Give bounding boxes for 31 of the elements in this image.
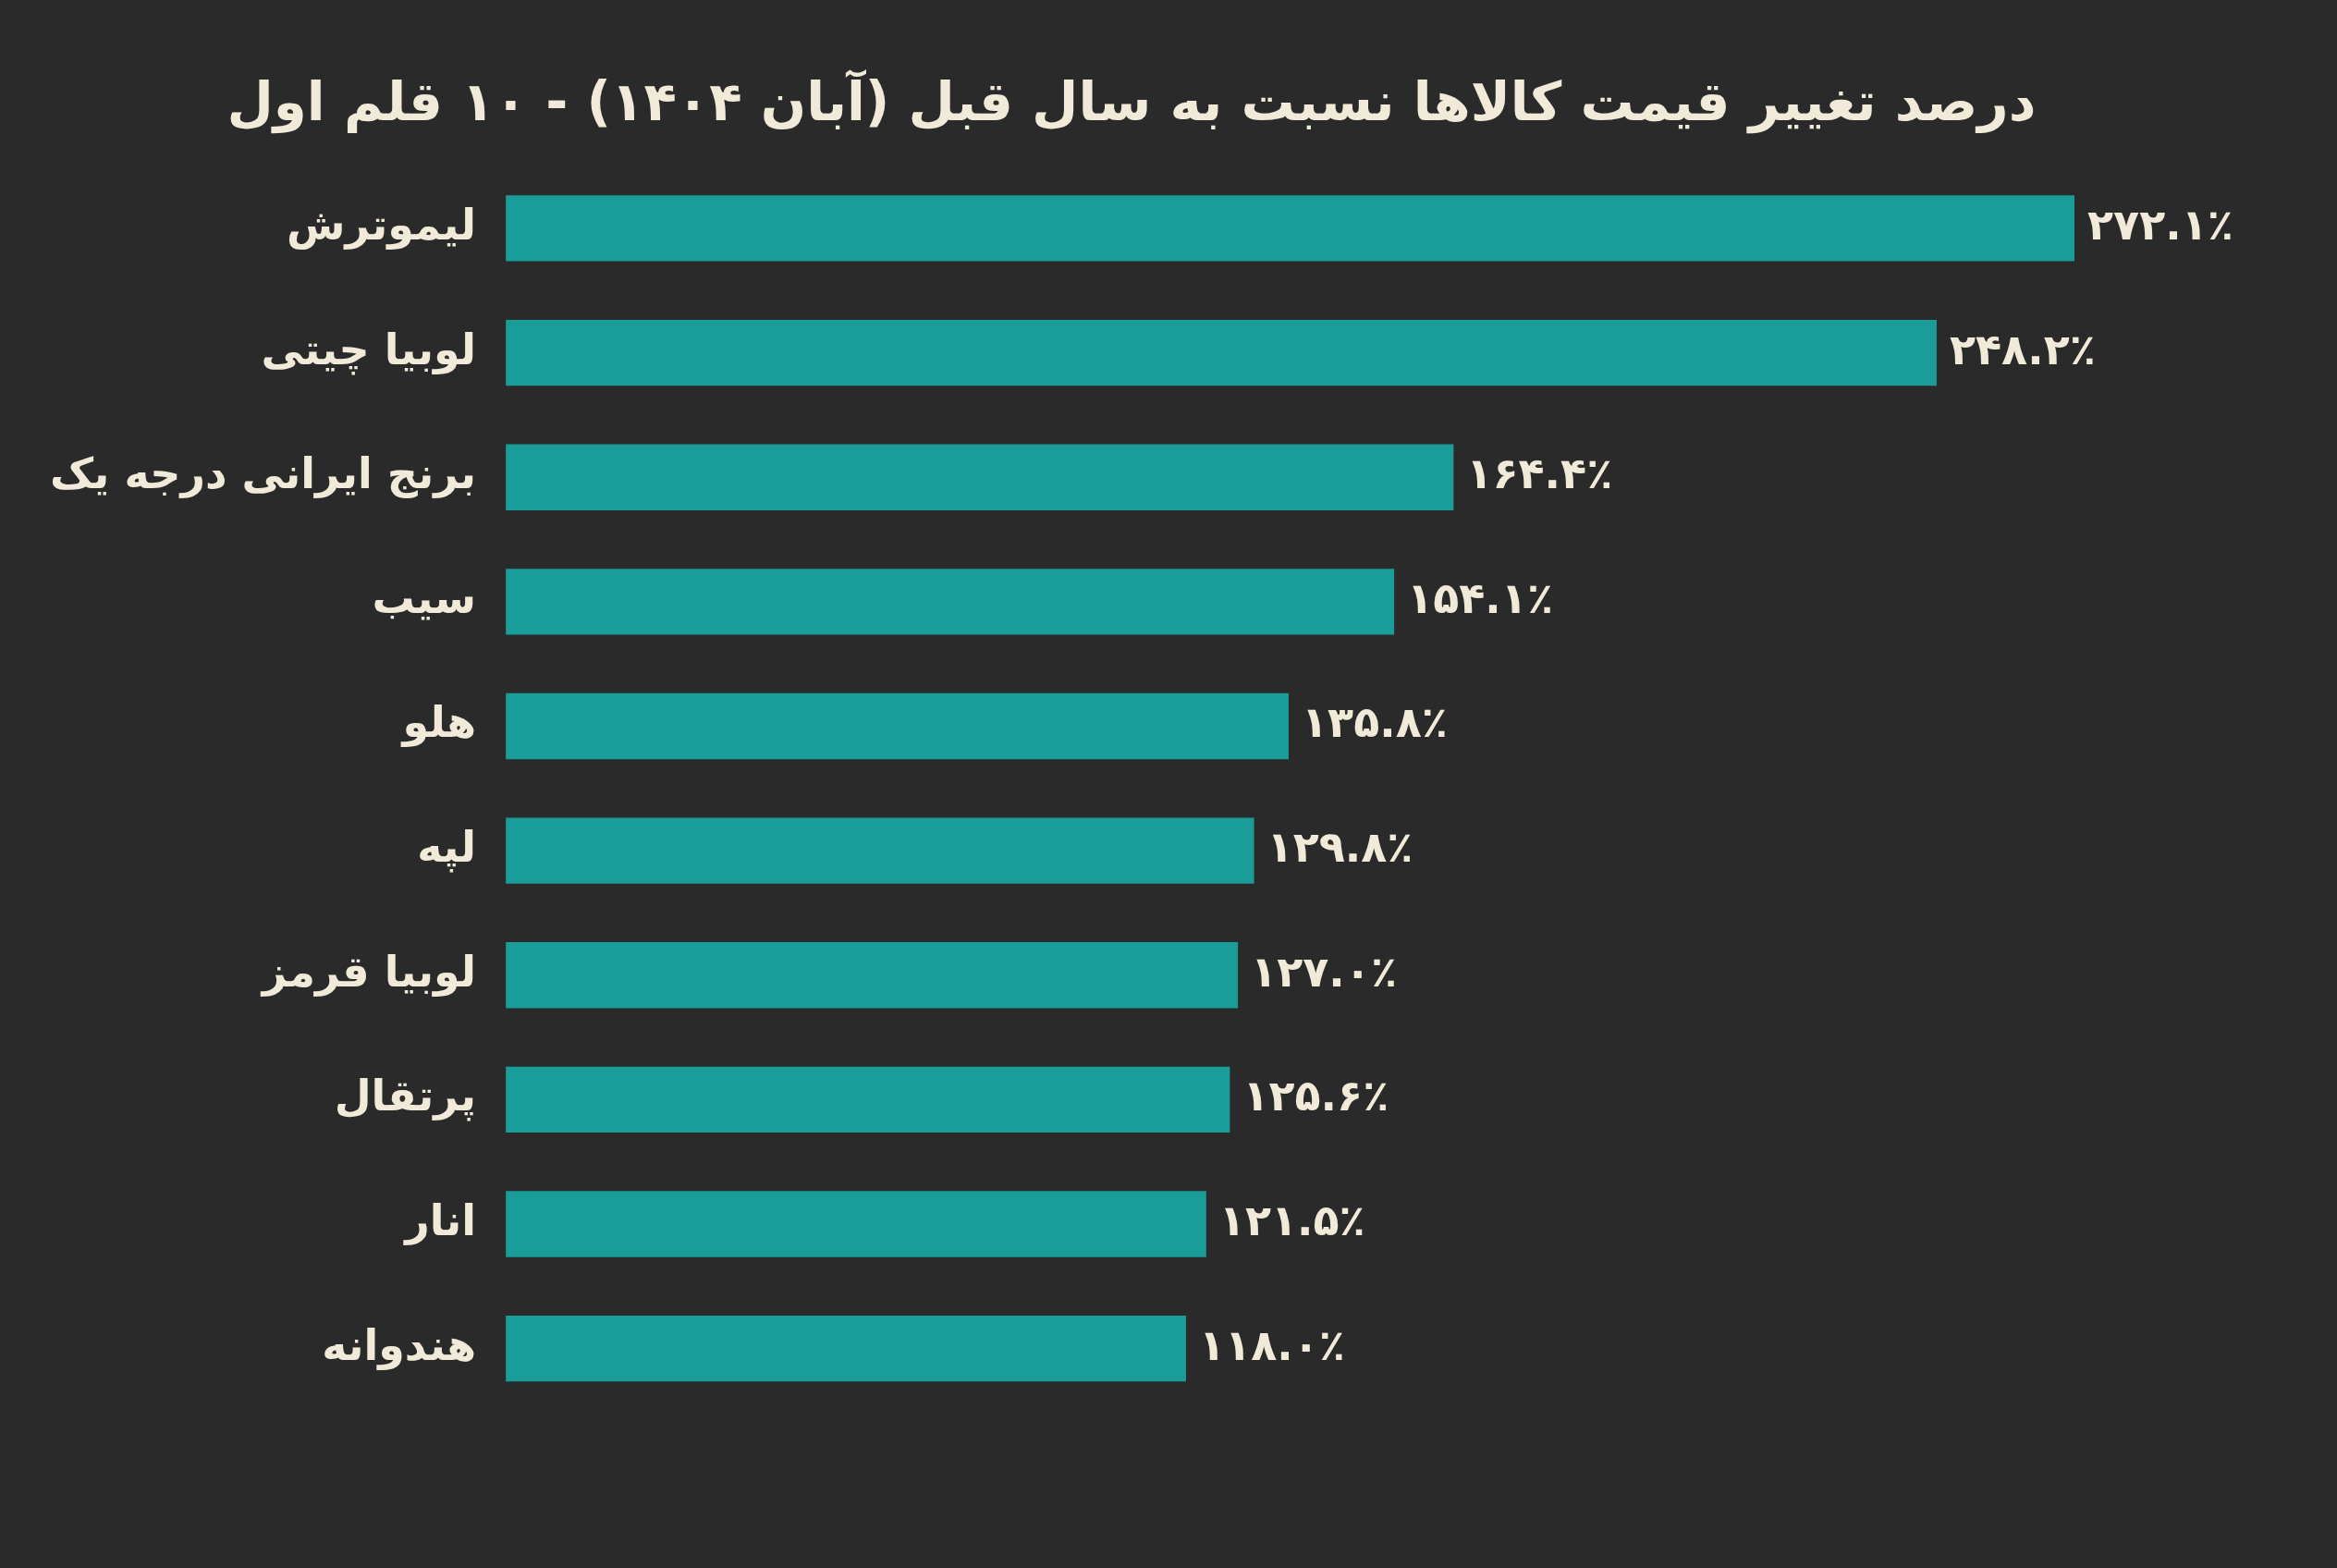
data-label: ۲۴۸.۲٪: [1949, 324, 2096, 374]
y-tick-label: لوبیا چیتی: [261, 324, 477, 375]
y-tick-label: برنج ایرانی درجه یک: [49, 448, 477, 499]
data-label: ۲۷۲.۱٪: [2087, 199, 2233, 250]
bar: [506, 195, 2075, 262]
bar: [506, 569, 1395, 635]
y-tick-label: سیب: [372, 572, 477, 623]
y-tick-label: هلو: [400, 697, 477, 748]
bar: [506, 444, 1454, 510]
data-label: ۱۲۷.۰٪: [1251, 946, 1397, 997]
data-label: ۱۳۵.۸٪: [1301, 697, 1448, 748]
y-tick-label: پرتقال: [334, 1071, 477, 1122]
data-label: ۱۵۴.۱٪: [1407, 572, 1553, 623]
bar: [506, 817, 1254, 884]
data-label: ۱۲۹.۸٪: [1266, 822, 1413, 873]
y-tick-label: لوبیا قرمز: [260, 946, 477, 997]
data-label: ۱۲۵.۶٪: [1242, 1071, 1389, 1121]
data-label: ۱۶۴.۴٪: [1466, 448, 1613, 499]
data-label: ۱۱۸.۰٪: [1198, 1319, 1345, 1370]
data-label: ۱۲۱.۵٪: [1218, 1194, 1365, 1245]
chart-title: درصد تغییر قیمت کالاها نسبت به سال قبل (آبان ۱۴۰۴) - ۱۰ قلم اول: [226, 67, 2037, 134]
bar: [506, 1191, 1206, 1257]
bar: [506, 1316, 1186, 1382]
bar: [506, 319, 1937, 386]
y-tick-label: لپه: [417, 822, 477, 874]
y-tick-label: انار: [403, 1194, 477, 1245]
bar: [506, 1066, 1230, 1133]
y-tick-label: هندوانه: [322, 1319, 477, 1370]
bar: [506, 942, 1239, 1009]
y-tick-label: لیموترش: [287, 199, 477, 250]
bar: [506, 692, 1289, 760]
